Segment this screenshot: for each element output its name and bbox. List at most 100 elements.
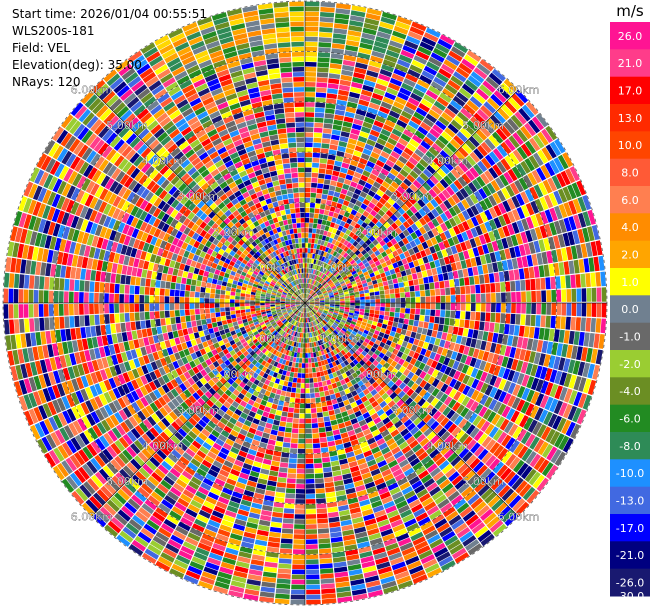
velocity-cell	[265, 556, 279, 563]
velocity-cell	[311, 269, 314, 274]
velocity-cell	[423, 223, 431, 232]
velocity-cell	[430, 309, 436, 317]
velocity-cell	[361, 249, 367, 256]
velocity-cell	[324, 299, 330, 301]
velocity-cell	[363, 329, 369, 335]
velocity-cell	[305, 72, 317, 77]
velocity-cell	[393, 355, 401, 363]
velocity-cell	[414, 314, 420, 321]
velocity-cell	[419, 74, 433, 85]
velocity-cell	[300, 398, 305, 404]
velocity-cell	[339, 308, 345, 312]
velocity-cell	[321, 593, 336, 599]
velocity-cell	[495, 177, 505, 189]
velocity-cell	[376, 78, 389, 87]
velocity-cell	[434, 195, 443, 205]
velocity-cell	[530, 228, 538, 241]
velocity-cell	[310, 398, 316, 403]
velocity-cell	[492, 401, 502, 413]
velocity-cell	[323, 251, 328, 257]
velocity-cell	[502, 334, 509, 345]
velocity-cell	[438, 324, 444, 332]
velocity-cell	[444, 107, 456, 119]
velocity-cell	[422, 205, 431, 214]
velocity-cell	[297, 378, 301, 383]
velocity-cell	[504, 138, 516, 152]
velocity-cell	[469, 320, 475, 329]
velocity-cell	[590, 348, 598, 364]
velocity-cell	[297, 448, 305, 454]
velocity-cell	[484, 253, 492, 264]
velocity-cell	[346, 235, 352, 242]
velocity-cell	[493, 90, 507, 103]
velocity-cell	[348, 231, 355, 238]
velocity-cell	[401, 353, 408, 361]
velocity-cell	[453, 115, 466, 127]
velocity-cell	[345, 298, 350, 301]
velocity-cell	[337, 248, 343, 254]
velocity-cell	[509, 324, 515, 336]
velocity-cell	[405, 124, 417, 134]
velocity-cell	[375, 326, 382, 332]
velocity-cell	[312, 438, 320, 444]
velocity-cell	[315, 493, 326, 499]
velocity-cell	[321, 375, 326, 382]
velocity-cell	[292, 554, 305, 560]
velocity-cell	[392, 262, 399, 269]
velocity-cell	[326, 98, 337, 104]
velocity-cell	[434, 338, 441, 346]
velocity-cell	[591, 303, 597, 317]
velocity-cell	[330, 455, 339, 462]
velocity-cell	[531, 339, 539, 352]
velocity-cell	[400, 245, 408, 253]
velocity-cell	[370, 97, 382, 106]
velocity-cell	[561, 247, 568, 261]
velocity-cell	[346, 35, 361, 42]
velocity-cell	[390, 193, 399, 202]
velocity-cell	[465, 258, 472, 268]
velocity-cell	[319, 371, 325, 377]
velocity-cell	[338, 141, 348, 148]
velocity-cell	[335, 13, 350, 20]
velocity-cell	[383, 163, 392, 172]
velocity-cell	[305, 298, 307, 303]
velocity-cell	[436, 371, 444, 381]
velocity-cell	[476, 63, 491, 76]
velocity-cell	[336, 203, 343, 209]
velocity-cell	[322, 457, 331, 463]
velocity-cell	[524, 189, 534, 202]
velocity-cell	[310, 302, 315, 303]
velocity-cell	[315, 483, 325, 489]
velocity-cell	[337, 286, 343, 291]
velocity-cell	[314, 392, 320, 398]
velocity-cell	[295, 499, 305, 504]
velocity-cell	[356, 281, 362, 286]
velocity-cell	[565, 275, 571, 289]
velocity-cell	[408, 261, 415, 269]
velocity-cell	[418, 321, 424, 328]
velocity-cell	[521, 256, 529, 268]
velocity-cell	[444, 376, 453, 386]
velocity-cell	[325, 300, 330, 302]
velocity-cell	[442, 239, 450, 249]
velocity-cell	[325, 285, 330, 290]
velocity-cell	[357, 261, 364, 268]
velocity-cell	[369, 292, 375, 296]
velocity-cell	[283, 437, 291, 443]
velocity-cell	[309, 299, 314, 302]
velocity-cell	[337, 242, 343, 248]
velocity-cell	[370, 263, 377, 269]
velocity-cell	[336, 326, 342, 331]
velocity-cell	[350, 197, 357, 205]
velocity-cell	[331, 316, 336, 321]
velocity-cell	[415, 303, 421, 309]
velocity-cell	[319, 261, 323, 267]
velocity-cell	[512, 384, 521, 397]
velocity-cell	[305, 489, 315, 494]
velocity-cell	[461, 143, 473, 155]
velocity-cell	[361, 279, 367, 285]
velocity-cell	[449, 138, 461, 150]
velocity-cell	[423, 276, 429, 284]
velocity-cell	[570, 245, 578, 260]
velocity-cell	[595, 349, 603, 365]
